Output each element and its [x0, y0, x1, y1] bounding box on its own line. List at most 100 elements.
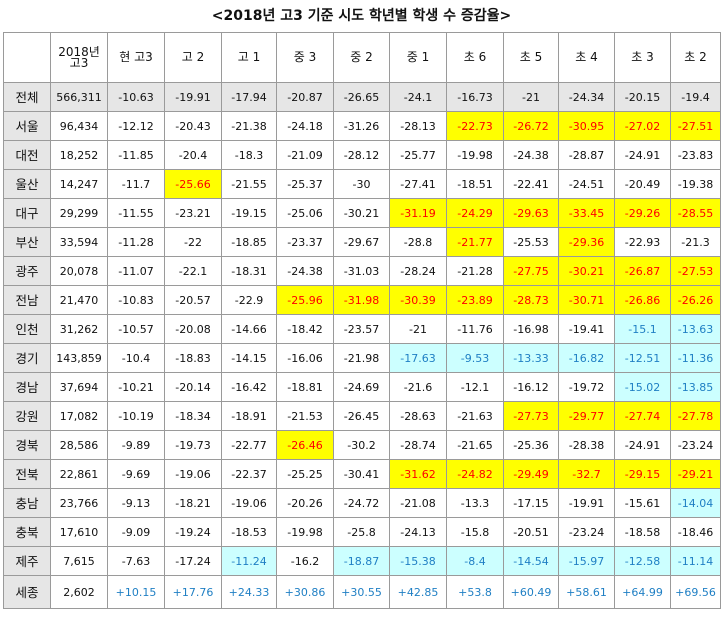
value-cell: -25.36	[503, 430, 559, 460]
value-cell: -20.14	[164, 372, 222, 402]
value-cell: -18.81	[276, 372, 334, 402]
value-cell: -26.72	[503, 111, 559, 141]
table-row: 대구 29,299 -11.55 -23.21 -19.15 -25.06 -30.21 -3…	[3, 198, 721, 228]
value-cell: -21.08	[389, 488, 447, 518]
region-label: 충북	[3, 517, 51, 547]
value-cell: -26.46	[276, 430, 334, 460]
value-cell: -30.95	[558, 111, 615, 141]
value-cell: -28.38	[558, 430, 615, 460]
region-label: 경북	[3, 430, 51, 460]
value-cell: -18.3	[221, 140, 277, 170]
value-cell: -13.63	[670, 314, 721, 344]
value-cell: -21.55	[221, 169, 277, 199]
value-cell: 17,082	[50, 401, 108, 431]
value-cell: 20,078	[50, 256, 108, 286]
value-cell: -20.08	[164, 314, 222, 344]
value-cell: 17,610	[50, 517, 108, 547]
value-cell: -19.24	[164, 517, 222, 547]
value-cell: +64.99	[614, 575, 671, 609]
value-cell: -23.24	[670, 430, 721, 460]
value-cell: -25.96	[276, 285, 334, 315]
value-cell: -18.34	[164, 401, 222, 431]
value-cell: -30.39	[389, 285, 447, 315]
value-cell: -18.91	[221, 401, 277, 431]
column-header: 고 1	[221, 32, 277, 83]
table-row: 광주 20,078 -11.07 -22.1 -18.31 -24.38 -31.03 -28…	[3, 256, 721, 286]
region-label: 전북	[3, 459, 51, 489]
value-cell: -15.97	[558, 546, 615, 576]
value-cell: -30.41	[333, 459, 390, 489]
value-cell: 31,262	[50, 314, 108, 344]
column-header: 초 6	[446, 32, 504, 83]
value-cell: -20.87	[276, 82, 334, 112]
value-cell: -30.21	[558, 256, 615, 286]
value-cell: 29,299	[50, 198, 108, 228]
column-header: 고 2	[164, 32, 222, 83]
value-cell: -24.91	[614, 140, 671, 170]
value-cell: -18.87	[333, 546, 390, 576]
value-cell: -20.26	[276, 488, 334, 518]
value-cell: +60.49	[503, 575, 559, 609]
value-cell: -22.37	[221, 459, 277, 489]
value-cell: -24.82	[446, 459, 504, 489]
region-label: 충남	[3, 488, 51, 518]
region-label: 전남	[3, 285, 51, 315]
region-label: 대전	[3, 140, 51, 170]
value-cell: -29.77	[558, 401, 615, 431]
column-header: 중 2	[333, 32, 390, 83]
column-header: 초 3	[614, 32, 671, 83]
value-cell: -29.63	[503, 198, 559, 228]
value-cell: -22.73	[446, 111, 504, 141]
value-cell: +17.76	[164, 575, 222, 609]
region-label: 대구	[3, 198, 51, 228]
value-cell: -24.34	[558, 82, 615, 112]
value-cell: -19.38	[670, 169, 721, 199]
value-cell: -24.38	[276, 256, 334, 286]
value-cell: -29.67	[333, 227, 390, 257]
value-cell: -15.1	[614, 314, 671, 344]
value-cell: -16.2	[276, 546, 334, 576]
value-cell: -18.58	[614, 517, 671, 547]
value-cell: -19.73	[164, 430, 222, 460]
value-cell: -15.02	[614, 372, 671, 402]
value-cell: -19.06	[164, 459, 222, 489]
value-cell: -10.19	[107, 401, 165, 431]
value-cell: -23.83	[670, 140, 721, 170]
value-cell: -19.4	[670, 82, 721, 112]
value-cell: -29.21	[670, 459, 721, 489]
value-cell: -31.26	[333, 111, 390, 141]
value-cell: -30.71	[558, 285, 615, 315]
value-cell: -22.1	[164, 256, 222, 286]
value-cell: -21.3	[670, 227, 721, 257]
value-cell: -25.66	[164, 169, 222, 199]
value-cell: -27.75	[503, 256, 559, 286]
column-header: 2018년 고3	[50, 32, 108, 83]
value-cell: -22.9	[221, 285, 277, 315]
value-cell: -13.3	[446, 488, 504, 518]
value-cell: -14.15	[221, 343, 277, 373]
value-cell: -24.38	[503, 140, 559, 170]
table-row: 대전 18,252 -11.85 -20.4 -18.3 -21.09 -28.12 -25.…	[3, 140, 721, 170]
value-cell: +24.33	[221, 575, 277, 609]
value-cell: -30.2	[333, 430, 390, 460]
value-cell: -12.51	[614, 343, 671, 373]
value-cell: -15.38	[389, 546, 447, 576]
value-cell: -25.06	[276, 198, 334, 228]
value-cell: -31.62	[389, 459, 447, 489]
value-cell: -21	[503, 82, 559, 112]
value-cell: -9.09	[107, 517, 165, 547]
value-cell: -12.12	[107, 111, 165, 141]
value-cell: 23,766	[50, 488, 108, 518]
value-cell: -27.78	[670, 401, 721, 431]
value-cell: -20.15	[614, 82, 671, 112]
region-label: 강원	[3, 401, 51, 431]
value-cell: -10.63	[107, 82, 165, 112]
value-cell: -25.37	[276, 169, 334, 199]
value-cell: -11.24	[221, 546, 277, 576]
value-cell: -22.77	[221, 430, 277, 460]
column-header: 중 1	[389, 32, 447, 83]
value-cell: -11.36	[670, 343, 721, 373]
value-cell: -18.42	[276, 314, 334, 344]
table-row: 경기 143,859 -10.4 -18.83 -14.15 -16.06 -21.98 -1…	[3, 343, 721, 373]
region-label: 경기	[3, 343, 51, 373]
